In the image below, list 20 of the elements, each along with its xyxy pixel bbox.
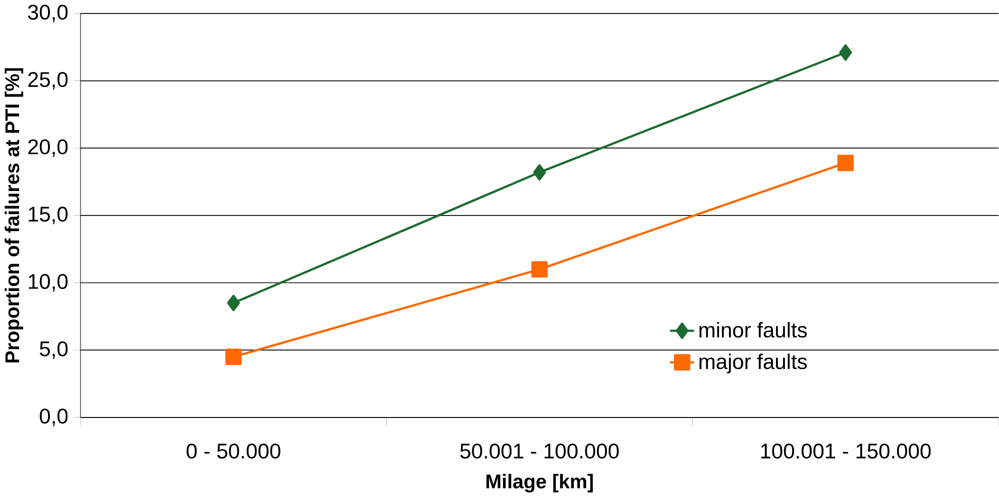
- point: [837, 154, 854, 172]
- x-tick-label: 100.001 - 150.000: [761, 444, 931, 458]
- y-tick-label: 0,0: [40, 408, 68, 426]
- y-tick-label: 10,0: [28, 274, 68, 292]
- y-axis-title: Proportion of failures at PTI [%]: [4, 68, 24, 362]
- x-tick-label: 0 - 50.000: [186, 444, 280, 458]
- legend-label: minor faults: [700, 322, 807, 338]
- y-tick-label: 5,0: [40, 341, 68, 359]
- point: [225, 348, 242, 365]
- point: [227, 294, 240, 312]
- y-tick-label: 20,0: [28, 139, 68, 157]
- y-tick-label: 25,0: [28, 72, 68, 90]
- point: [533, 164, 546, 180]
- x-tick-label: 50.001 - 100.000: [460, 444, 619, 458]
- point: [839, 44, 852, 61]
- y-tick-label: 15,0: [28, 206, 68, 224]
- point: [531, 261, 548, 278]
- y-tick-label: 30,0: [28, 4, 68, 22]
- x-axis-title: Milage [km]: [486, 474, 593, 492]
- legend-label: major faults: [700, 354, 807, 374]
